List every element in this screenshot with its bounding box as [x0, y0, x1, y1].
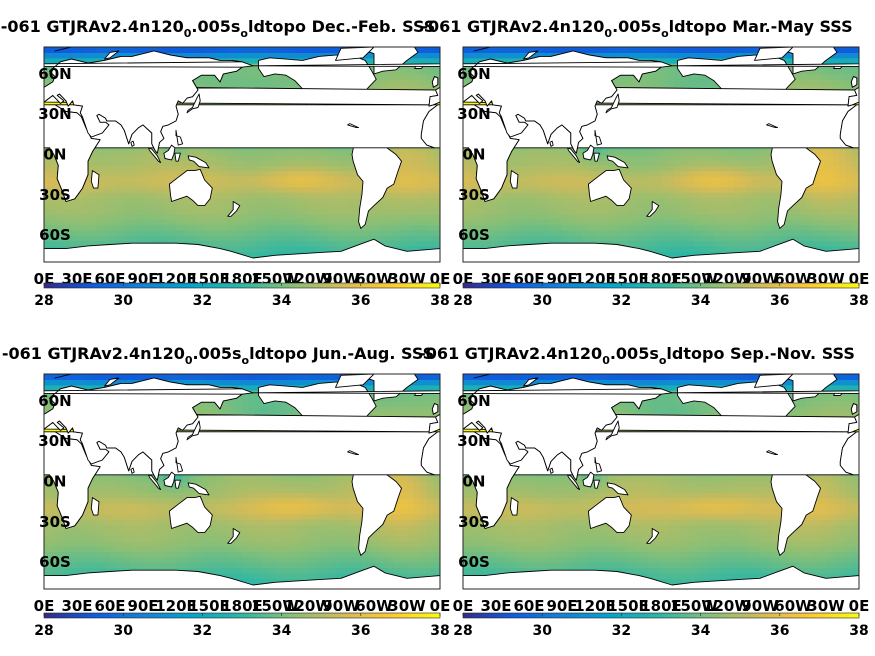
colorbar-tick-label: 28 — [453, 293, 472, 309]
colorbar-tick-label: 34 — [272, 293, 292, 309]
x-tick-label: 60W — [355, 597, 393, 615]
colorbar: 28 30 32 34 36 38 — [34, 282, 450, 309]
colorbar-strip — [462, 612, 860, 619]
axes-frame — [462, 373, 860, 590]
y-tick-label: 60N — [38, 65, 71, 83]
x-tick-label: 90W — [322, 597, 360, 615]
colorbar-tick-label: 38 — [849, 623, 868, 639]
map-panel-jja: 60N 30N 0N 30S 60S 0E 30E 60E 90E120E150E180E150… — [34, 373, 451, 639]
land-mask — [463, 47, 859, 262]
x-tick-label: 90W — [741, 597, 779, 615]
colorbar-tick-label: 34 — [691, 293, 711, 309]
colorbar-tick-label: 36 — [770, 293, 789, 309]
x-tick-label: 150E — [188, 597, 230, 615]
colorbar-tick-label: 30 — [532, 623, 552, 639]
y-tick-label: 30N — [457, 105, 490, 123]
colorbar-tick-label: 28 — [34, 623, 53, 639]
axes-frame — [462, 46, 860, 263]
colorbar: 28 30 32 34 36 38 — [453, 282, 869, 309]
colorbar-tick-label: 32 — [612, 623, 631, 639]
x-tick-label: 30E — [61, 597, 92, 615]
colorbar-tick-label: 34 — [691, 623, 711, 639]
y-tick-label: 30N — [38, 105, 71, 123]
y-tick-label: 30N — [457, 432, 490, 450]
y-tick-label: 60N — [457, 392, 490, 410]
panel-title: -061 GTJRAv2.4n1200.005soldtopo Dec.-Feb… — [1, 17, 436, 40]
x-tick-label: 150E — [607, 597, 649, 615]
colorbar: 28 30 32 34 36 38 — [34, 612, 450, 639]
x-tick-label: 120W — [703, 597, 751, 615]
y-tick-label: 60N — [38, 392, 71, 410]
x-tick-label: 30W — [807, 597, 845, 615]
y-tick-label: 30S — [39, 186, 71, 204]
panel-title: -061 GTJRAv2.4n1200.005soldtopo Mar.-May… — [421, 17, 852, 40]
x-tick-label: 150W — [251, 597, 299, 615]
x-tick-label: 0E — [34, 597, 55, 615]
colorbar-tick-label: 36 — [351, 623, 370, 639]
colorbar-tick-label: 38 — [849, 293, 868, 309]
y-tick-label: 0N — [44, 146, 67, 164]
colorbar-tick-label: 36 — [770, 623, 789, 639]
x-tick-label: 120W — [284, 597, 332, 615]
panel-title: -061 GTJRAv2.4n1200.005soldtopo Sep.-Nov… — [419, 344, 855, 367]
colorbar-tick-label: 36 — [351, 293, 370, 309]
y-tick-label: 60N — [457, 65, 490, 83]
x-tick-label: 0E — [430, 597, 451, 615]
land-mask — [44, 47, 440, 262]
x-tick-label: 90E — [127, 597, 158, 615]
colorbar-tick-label: 38 — [430, 623, 449, 639]
colorbar-tick-label: 28 — [453, 623, 472, 639]
x-tick-label: 30E — [480, 597, 511, 615]
x-tick-label: 60W — [774, 597, 812, 615]
land-mask — [44, 374, 440, 589]
y-tick-label: 60S — [458, 226, 490, 244]
y-tick-label: 30N — [38, 432, 71, 450]
x-tick-label: 150W — [670, 597, 718, 615]
colorbar: 28 30 32 34 36 38 — [453, 612, 869, 639]
x-tick-label: 120E — [155, 597, 197, 615]
x-tick-label: 30W — [388, 597, 426, 615]
colorbar-tick-label: 32 — [193, 293, 212, 309]
colorbar-strip — [43, 612, 441, 619]
y-tick-label: 60S — [39, 226, 71, 244]
x-tick-label: 180E — [221, 597, 263, 615]
y-tick-label: 60S — [39, 553, 71, 571]
colorbar-tick-label: 34 — [272, 623, 292, 639]
y-tick-label: 0N — [463, 146, 486, 164]
colorbar-tick-label: 30 — [113, 293, 133, 309]
x-tick-label: 90E — [546, 597, 577, 615]
colorbar-strip — [462, 282, 860, 289]
axes-frame — [43, 46, 441, 263]
map-panel-son: 60N 30N 0N 30S 60S 0E 30E 60E 90E120E150E180E150… — [453, 373, 870, 639]
colorbar-strip — [43, 282, 441, 289]
y-tick-label: 30S — [458, 186, 490, 204]
land-mask — [463, 374, 859, 589]
panel-title: -061 GTJRAv2.4n1200.005soldtopo Jun.-Aug… — [2, 344, 434, 367]
x-tick-label: 60E — [94, 597, 125, 615]
colorbar-tick-label: 32 — [612, 293, 631, 309]
y-tick-label: 0N — [44, 473, 67, 491]
x-tick-label: 120E — [574, 597, 616, 615]
y-tick-label: 30S — [39, 513, 71, 531]
x-tick-label: 60E — [513, 597, 544, 615]
y-tick-label: 30S — [458, 513, 490, 531]
x-tick-label: 180E — [640, 597, 682, 615]
colorbar-tick-label: 30 — [532, 293, 552, 309]
axes-frame — [43, 373, 441, 590]
colorbar-tick-label: 38 — [430, 293, 449, 309]
colorbar-tick-label: 32 — [193, 623, 212, 639]
x-tick-label: 0E — [849, 597, 870, 615]
y-tick-label: 60S — [458, 553, 490, 571]
x-tick-label: 0E — [453, 597, 474, 615]
colorbar-tick-label: 28 — [34, 293, 53, 309]
colorbar-tick-label: 30 — [113, 623, 133, 639]
y-tick-label: 0N — [463, 473, 486, 491]
